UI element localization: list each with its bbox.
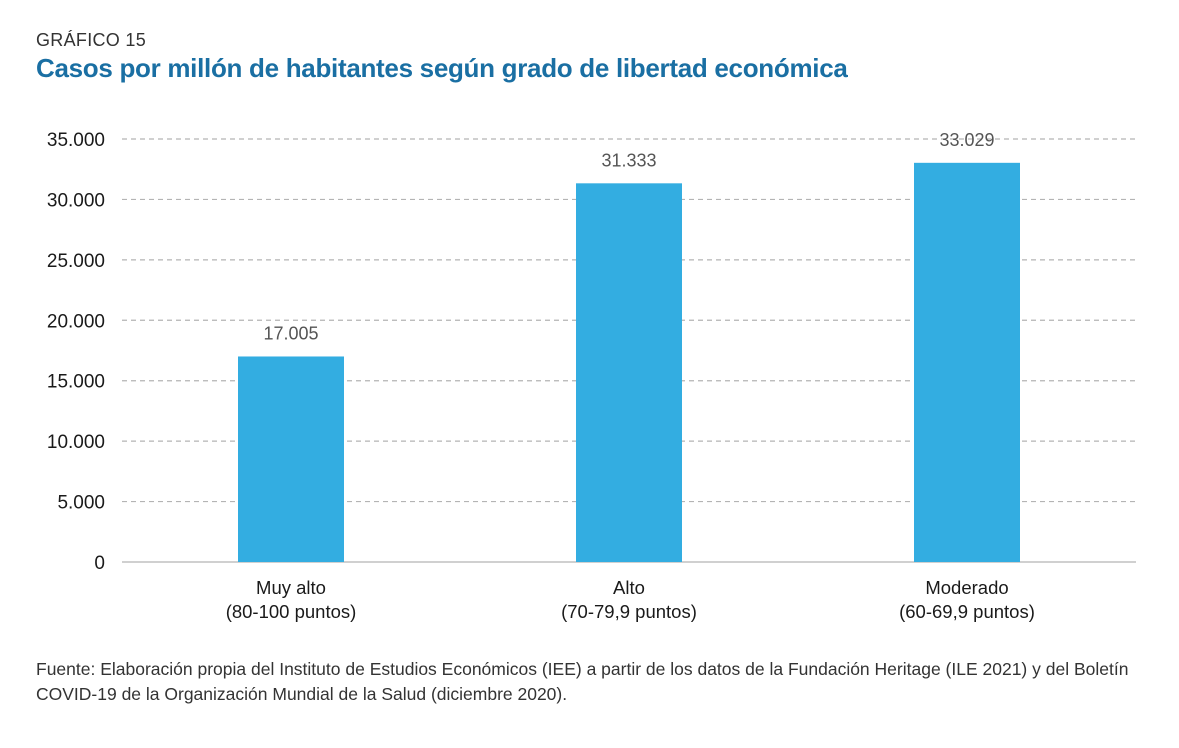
x-category-sublabel: (60-69,9 puntos) [899, 601, 1035, 622]
chart-title: Casos por millón de habitantes según gra… [36, 53, 848, 83]
bar [914, 162, 1020, 563]
bar-value-label: 33.029 [939, 130, 994, 150]
bars [238, 162, 1020, 563]
x-category-label: Muy alto [256, 577, 326, 598]
bar [576, 183, 682, 563]
bar-value-label: 31.333 [601, 150, 656, 170]
y-axis-tick-labels: 0 5.000 10.000 15.000 20.000 25.000 30.000 35.0… [47, 130, 105, 574]
bar [238, 356, 344, 562]
bar-value-label: 17.005 [263, 323, 318, 343]
y-tick-label: 20.000 [47, 311, 105, 332]
x-category-label: Alto [613, 577, 645, 598]
y-tick-label: 15.000 [47, 372, 105, 393]
x-category-sublabel: (80-100 puntos) [226, 601, 357, 622]
y-tick-label: 0 [94, 553, 105, 574]
source-note: Fuente: Elaboración propia del Instituto… [36, 659, 1129, 704]
figure-number: GRÁFICO 15 [36, 30, 147, 50]
x-axis-category-labels: Muy alto (80-100 puntos) Alto (70-79,9 punt… [226, 577, 1035, 622]
bar-value-labels: 17.005 31.333 33.029 [263, 130, 994, 344]
y-tick-label: 25.000 [47, 251, 105, 272]
y-tick-label: 35.000 [47, 130, 105, 151]
x-category-sublabel: (70-79,9 puntos) [561, 601, 697, 622]
y-tick-label: 5.000 [57, 493, 105, 514]
y-tick-label: 10.000 [47, 432, 105, 453]
y-tick-label: 30.000 [47, 190, 105, 211]
x-category-label: Moderado [925, 577, 1008, 598]
bar-chart: 0 5.000 10.000 15.000 20.000 25.000 30.000 35.0… [47, 130, 1136, 622]
